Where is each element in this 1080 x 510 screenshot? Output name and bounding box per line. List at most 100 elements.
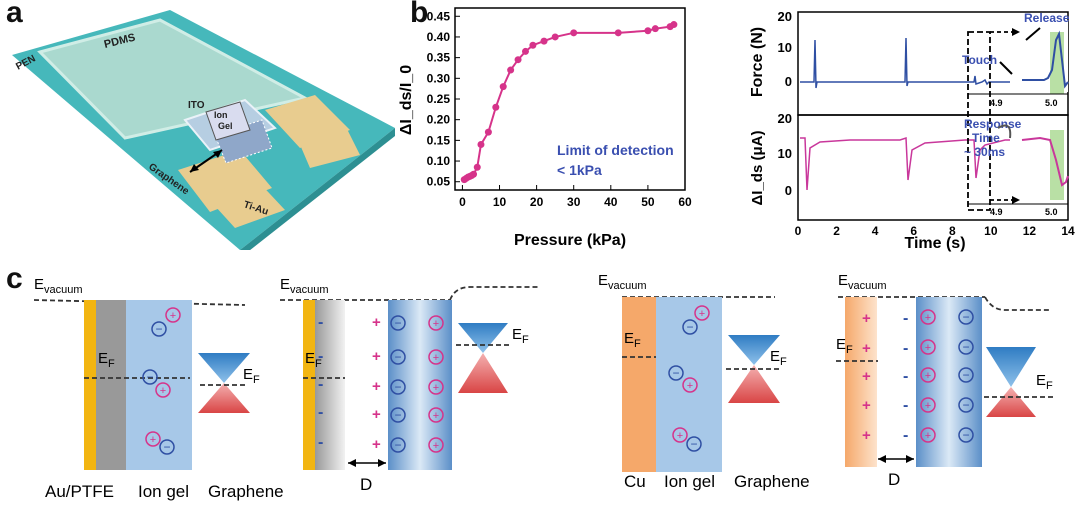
material-label: Ion gel [664,472,715,491]
current-ytick: 20 [778,111,792,126]
current-trace [800,136,1010,191]
ion-gel-label-2: Gel [218,121,233,131]
data-point [507,66,515,74]
time-tick-label: 6 [910,224,917,238]
svg-text:−: − [962,398,969,412]
svg-text:+: + [433,382,439,394]
anion-icon [142,369,158,385]
time-tick-label: 10 [984,224,998,238]
annotation-line-2: < 1kPa [557,162,602,178]
gap-arrow-head [906,455,914,463]
plus-glyph: + [677,430,683,442]
gap-arrow-head [378,459,386,467]
cation-icon [165,307,181,323]
material-label: Graphene [208,482,284,501]
dirac-cone-top [728,335,780,365]
release-arrow [1025,27,1041,41]
fermi-label: EF [1036,372,1053,392]
panel-b-letter: b [410,0,429,29]
ito-label: ITO [188,100,205,111]
svg-text:-: - [903,340,908,357]
force-ytick: 10 [778,40,792,55]
e-vacuum-label: Evacuum [598,272,647,292]
gold-layer [303,300,315,470]
ion-gel-block [205,101,251,141]
surface-charges-negative: - - - - - [318,314,323,451]
anion-icon [668,365,684,381]
force-ytick: 0 [785,74,792,89]
svg-text:+: + [925,370,931,382]
inset-tick: 5.0 [1045,207,1058,217]
gap-arrow-head [878,455,886,463]
electrode-right-lower [298,125,360,168]
x-tick-label: 50 [641,195,655,209]
svg-text:-: - [318,314,323,331]
svg-text:−: − [394,350,401,364]
touch-arrow [999,61,1013,75]
data-point [473,163,481,171]
svg-text:−: − [962,368,969,382]
data-point [614,29,622,37]
svg-text:+: + [862,427,871,444]
ion-gel-label-1: Ion [214,110,228,120]
zoom-box [967,31,991,211]
svg-text:-: - [903,368,908,385]
svg-text:-: - [903,397,908,414]
svg-text:−: − [962,310,969,324]
dirac-cone-bottom [728,365,780,403]
diagram-2: Evacuum EF - - - - - + + + + + − − − − − + + + +… [280,276,540,494]
response-label-3: ~ 30ms [964,145,1005,159]
minus-glyph: − [163,440,170,454]
svg-text:-: - [318,404,323,421]
svg-text:+: + [372,406,381,423]
anion-icon [686,436,702,452]
device-schematic: PDMS PEN ITO Ion Gel Graphene Ti-Au [12,10,395,250]
ptfe-layer [96,300,126,470]
y-tick-label: 0.10 [427,154,451,168]
time-trace-charts: 20 10 0 20 10 0 0 2 4 6 8 10 12 14 4.9 5.0 4.9 … [749,9,1075,252]
response-arrow [997,124,1012,139]
x-tick-label: 40 [604,195,618,209]
ion-column-anion: − − − − − [390,315,406,453]
svg-text:−: − [962,340,969,354]
diagram-1: Evacuum EF EF + − − + + − Au/PTFE Ion ge… [33,276,284,501]
time-axis-label: Time (s) [904,235,965,252]
current-ytick: 0 [785,183,792,198]
dirac-cone-bottom [986,387,1036,417]
pressure-chart: 0.05 0.10 0.15 0.20 0.25 0.30 0.35 0.40 0.45 0 10… [398,7,692,249]
dirac-cone-top [198,353,250,383]
data-point [551,33,559,41]
copper-layer [845,297,877,467]
dirac-cone-top [458,323,508,353]
arrow-head [213,150,222,158]
data-point [521,47,529,55]
svg-text:−: − [394,316,401,330]
svg-text:+: + [372,348,381,365]
y-tick-label: 0.45 [427,9,451,23]
current-axis-label: ΔI_ds (μA) [749,131,766,206]
svg-text:+: + [372,314,381,331]
touch-label: Touch [962,53,997,67]
y-tick-label: 0.05 [427,175,451,189]
fermi-label: EF [770,348,787,368]
svg-text:-: - [903,310,908,327]
dirac-cone-bottom [458,353,508,393]
svg-text:-: - [903,427,908,444]
ion-gel-layer [656,297,722,472]
time-tick-label: 14 [1061,224,1075,238]
vacuum-level-bend [984,296,1050,311]
response-label-2: Time [972,131,1000,145]
plus-glyph: + [150,434,156,446]
svg-text:−: − [394,438,401,452]
data-point [540,37,548,45]
x-tick-label: 10 [493,195,507,209]
data-point [644,27,652,35]
svg-text:-: - [318,434,323,451]
minus-glyph: − [146,370,153,384]
force-axis-label: Force (N) [749,27,766,97]
svg-text:+: + [433,410,439,422]
inset-force-trace [1022,30,1069,89]
svg-text:-: - [318,376,323,393]
svg-text:+: + [433,440,439,452]
gap-arrow-head [348,459,356,467]
